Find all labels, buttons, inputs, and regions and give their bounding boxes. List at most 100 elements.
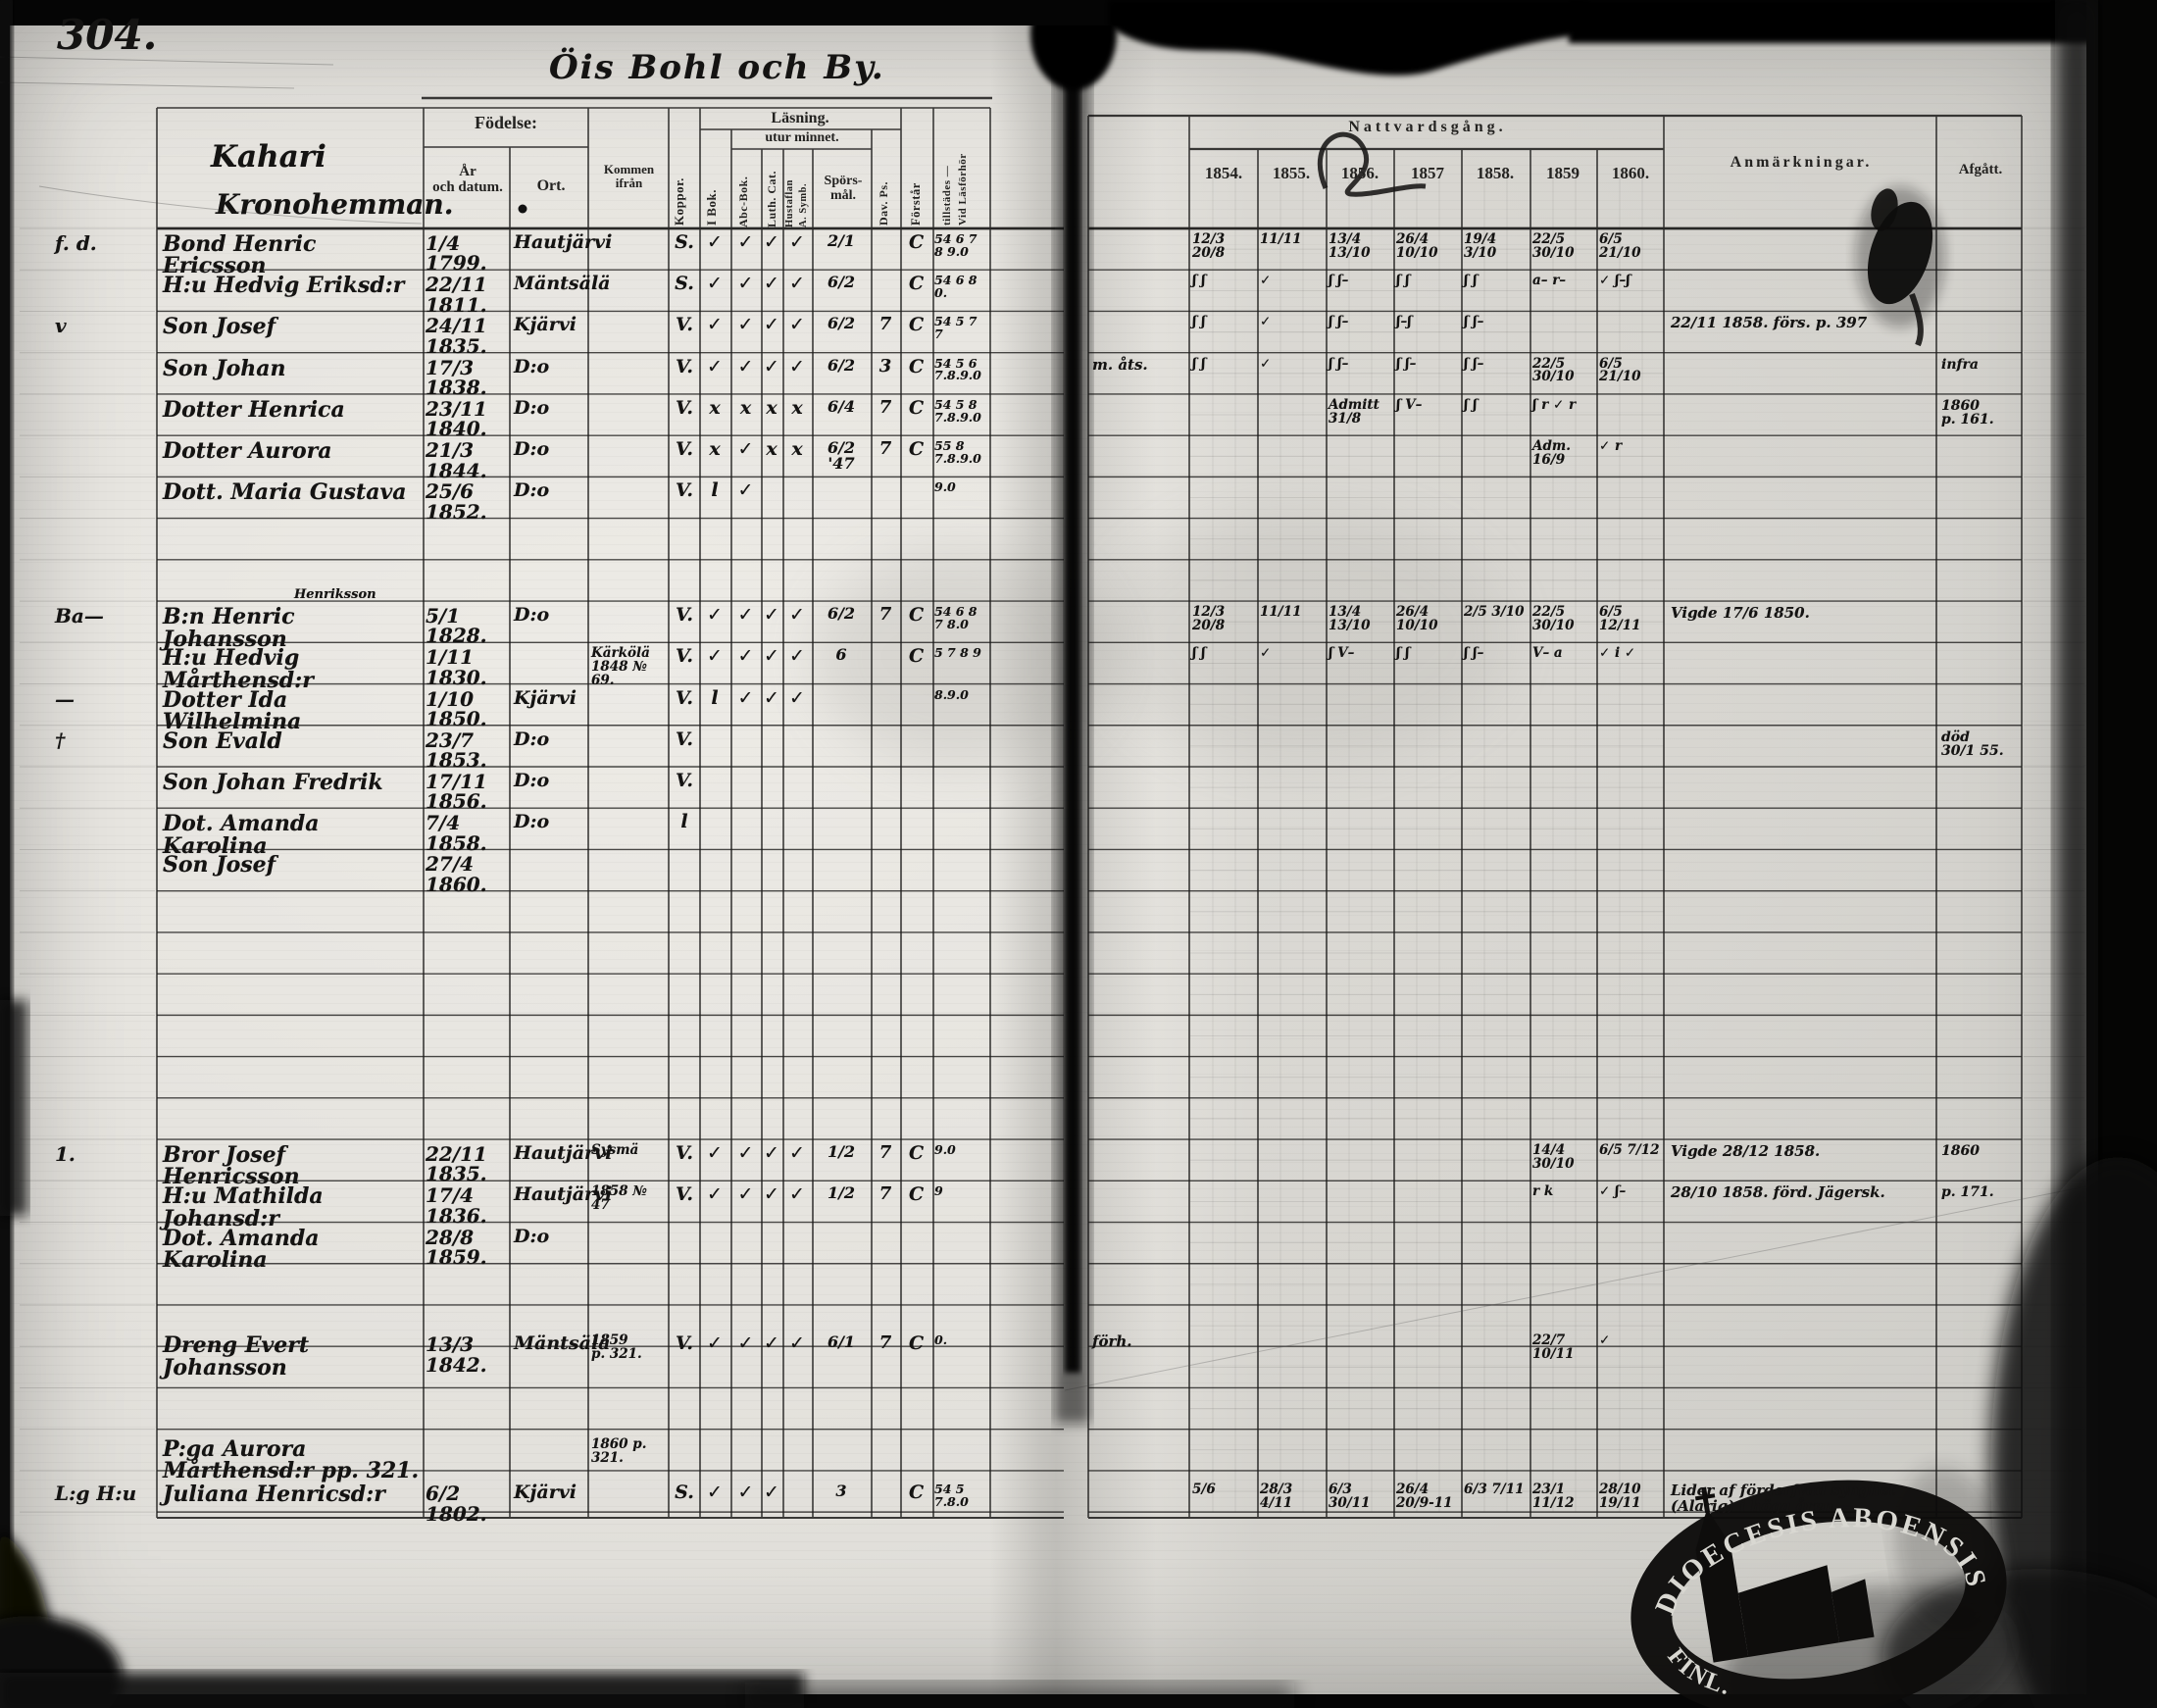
row-7-c3: ✓ xyxy=(789,604,805,627)
scan-smudge xyxy=(1098,510,1510,765)
row-2-name: Son Josef xyxy=(163,314,276,340)
row-19-c1: ✓ xyxy=(737,1482,754,1504)
row-1-fr: C xyxy=(908,273,925,295)
row-7-c1: ✓ xyxy=(737,604,754,627)
header-lasning: Läsning. xyxy=(771,110,829,126)
row-18-name: P:ga Aurora Mårthensd:r pp. 321. xyxy=(163,1435,420,1484)
row-4-afg: 1860 p. 161. xyxy=(1941,397,1994,428)
row-9-date: 1/10 1850. xyxy=(426,686,487,730)
row-17-c1: ✓ xyxy=(737,1332,754,1355)
row-14-dav: 7 xyxy=(878,1142,892,1164)
row-3-name: Son Johan xyxy=(163,355,286,381)
row-0-c2: ✓ xyxy=(764,231,779,253)
row-3-dav: 3 xyxy=(878,355,892,377)
row-5-ort: D:o xyxy=(514,438,550,461)
row-5-dav: 7 xyxy=(878,438,892,460)
header-sporsmal: Spörs- mål. xyxy=(824,174,863,203)
row-1-c0: ✓ xyxy=(707,273,723,295)
row-19-date: 6/2 1802. xyxy=(426,1482,487,1526)
row-7-sp: 6/2 xyxy=(827,604,856,624)
row-1-y54: ʃ ʃ xyxy=(1192,273,1206,289)
row-3-c2: ✓ xyxy=(764,355,779,377)
header-nattvardsgang: Nattvardsgång. xyxy=(1348,119,1507,135)
farm-name: Kahari xyxy=(211,139,326,175)
row-8-c2: ✓ xyxy=(764,645,779,668)
row-5-c1: ✓ xyxy=(737,438,754,461)
header-year-1855: 1855. xyxy=(1272,164,1311,182)
row-3-sp: 6/2 xyxy=(827,355,856,375)
row-8-y60: ✓ i ✓ xyxy=(1599,645,1636,662)
row-5-c0: x xyxy=(709,438,721,461)
header-utur-minnet: utur minnet. xyxy=(765,130,839,145)
row-2-y56: ʃ ʃ– xyxy=(1329,314,1349,330)
row-0-y54: 12/3 20/8 xyxy=(1192,231,1226,261)
row-4-y59: ʃ r ✓ r xyxy=(1532,396,1577,413)
row-19-name: Juliana Henricsd:r xyxy=(163,1482,385,1508)
farm-type: Kronohemman. xyxy=(216,188,454,221)
row-6-name: Dott. Maria Gustava xyxy=(163,479,407,506)
row-17-c0: ✓ xyxy=(707,1332,723,1355)
row-7-ort: D:o xyxy=(514,604,550,627)
row-14-c0: ✓ xyxy=(707,1142,723,1165)
row-17-y60: ✓ xyxy=(1599,1332,1611,1349)
row-15-ort: Hautjärvi xyxy=(514,1183,613,1206)
row-9-c3: ✓ xyxy=(789,686,805,709)
row-1-y60: ✓ ʃ–ʃ xyxy=(1599,273,1630,289)
row-1-c1: ✓ xyxy=(737,273,754,295)
row-0-y58: 19/4 3/10 xyxy=(1464,231,1497,261)
row-0-y59: 22/5 30/10 xyxy=(1532,231,1575,261)
row-0-margin: f. d. xyxy=(55,231,97,255)
row-2-margin: v xyxy=(55,314,67,338)
row-4-dav: 7 xyxy=(878,396,892,418)
row-14-fr: C xyxy=(908,1142,925,1165)
row-3-kop: V. xyxy=(675,355,694,377)
row-8-c1: ✓ xyxy=(737,645,754,668)
row-7-y56: 13/4 13/10 xyxy=(1329,604,1371,633)
row-17-pre: förh. xyxy=(1092,1332,1132,1351)
row-2-y55: ✓ xyxy=(1260,314,1272,330)
row-1-vid: 54 6 8 0. xyxy=(934,273,978,300)
header-year-1860: 1860. xyxy=(1611,164,1650,182)
row-8-y57: ʃ ʃ xyxy=(1396,645,1410,662)
row-9-name: Dotter Ida Wilhelmina xyxy=(163,686,302,734)
row-7-c0: ✓ xyxy=(707,604,723,627)
row-7-above: Henriksson xyxy=(294,587,376,603)
row-4-ort: D:o xyxy=(514,396,550,419)
row-4-c2: x xyxy=(766,396,778,419)
ink-dot xyxy=(518,204,527,214)
row-4-y56: Admitt 31/8 xyxy=(1329,396,1379,427)
row-2-y58: ʃ ʃ– xyxy=(1464,314,1484,330)
row-lines xyxy=(20,169,2084,1513)
row-2-y57: ʃ–ʃ xyxy=(1396,314,1412,330)
row-14-c3: ✓ xyxy=(789,1142,805,1165)
row-19-vid: 54 5 7.8.0 xyxy=(934,1482,969,1510)
row-11-name: Son Johan Fredrik xyxy=(163,769,383,795)
row-5-vid: 55 8 7.8.9.0 xyxy=(934,438,981,466)
row-3-y60: 6/5 21/10 xyxy=(1599,355,1641,385)
row-19-y57: 26/4 20/9-11 xyxy=(1396,1482,1453,1512)
row-5-name: Dotter Aurora xyxy=(163,438,332,465)
row-2-date: 24/11 1835. xyxy=(426,314,487,358)
row-13-name: Son Josef xyxy=(163,852,276,879)
row-8-sp: 6 xyxy=(835,645,847,665)
row-19-y59: 23/1 11/12 xyxy=(1532,1482,1575,1512)
row-2-dav: 7 xyxy=(878,314,892,335)
row-10-kop: V. xyxy=(675,728,694,750)
row-4-c0: x xyxy=(709,396,721,419)
header-year-1856: 1856. xyxy=(1340,164,1379,182)
row-8-y58: ʃ ʃ– xyxy=(1464,645,1484,662)
row-17-c3: ✓ xyxy=(789,1332,805,1355)
row-5-fr: C xyxy=(908,438,925,461)
row-19-y56: 6/3 30/11 xyxy=(1329,1482,1371,1512)
row-19-rem: Lider af förderfvad synghet (Alarig) i h… xyxy=(1671,1482,1896,1515)
row-15-c0: ✓ xyxy=(707,1183,723,1206)
header-anmarkningar: Anmärkningar. xyxy=(1730,154,1873,171)
row-2-ort: Kjärvi xyxy=(514,314,577,336)
row-7-y55: 11/11 xyxy=(1260,604,1302,621)
row-12-date: 7/4 1858. xyxy=(426,811,487,855)
row-2-c2: ✓ xyxy=(764,314,779,336)
row-19-margin: L:g H:u xyxy=(55,1482,137,1506)
row-0-fr: C xyxy=(908,231,925,253)
row-8-from: Kärkölä 1848 № 69. xyxy=(591,645,650,688)
